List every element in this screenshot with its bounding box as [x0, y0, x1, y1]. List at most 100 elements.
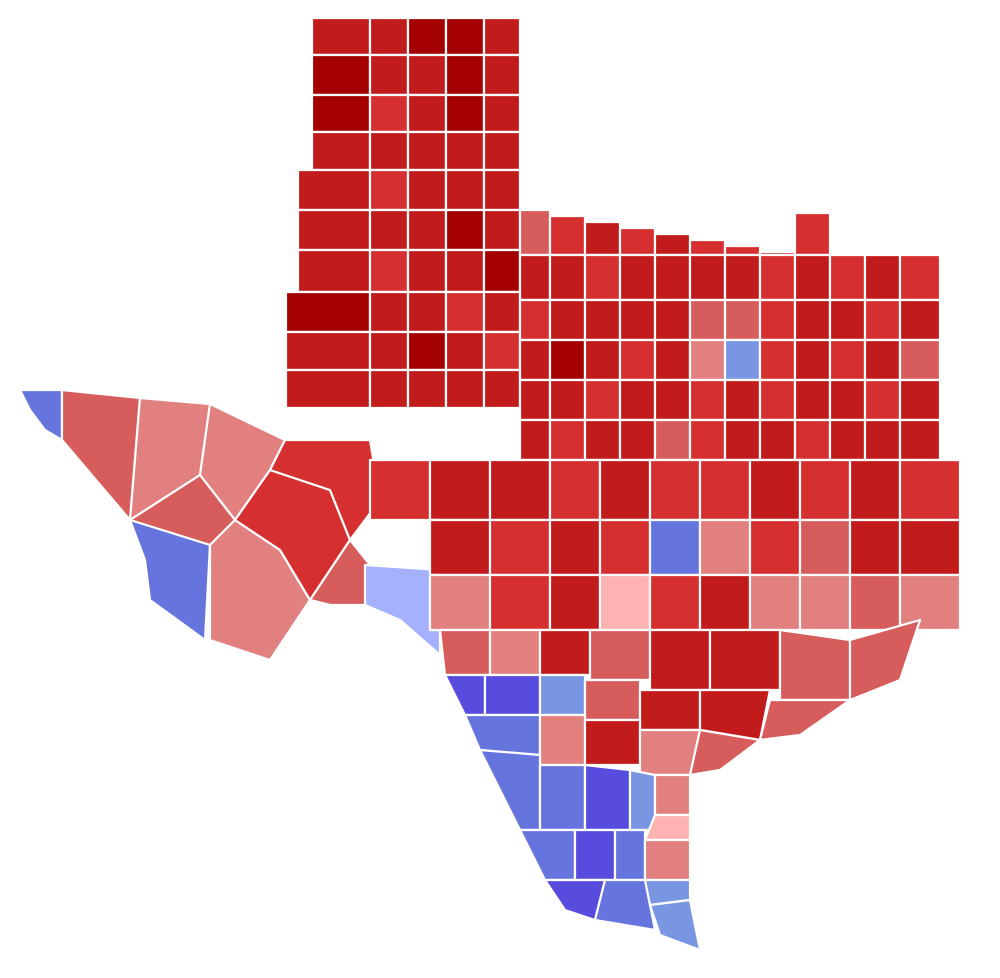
- south-county: [643, 838, 692, 882]
- south-county: [758, 698, 852, 742]
- south-county: [538, 628, 592, 677]
- north-county: [548, 378, 587, 422]
- panhandle-county: [284, 330, 372, 372]
- north-county: [618, 253, 657, 302]
- south-county: [653, 773, 692, 817]
- panhandle-county: [368, 168, 410, 212]
- south-county: [538, 763, 587, 832]
- central-county: [748, 458, 802, 522]
- panhandle-county: [482, 168, 522, 212]
- north-county: [518, 418, 552, 462]
- north-county: [723, 378, 762, 422]
- north-county: [548, 253, 587, 302]
- panhandle-county: [444, 168, 486, 212]
- panhandle-county: [406, 93, 448, 134]
- panhandle-county: [406, 16, 448, 57]
- south-county: [778, 628, 852, 702]
- south-county: [438, 628, 492, 677]
- north-county: [793, 253, 832, 302]
- panhandle-county: [368, 330, 410, 372]
- panhandle-county: [310, 53, 372, 97]
- north-county: [828, 418, 867, 462]
- panhandle-county: [444, 208, 486, 252]
- panhandle-county: [368, 368, 410, 410]
- central-county: [898, 573, 962, 632]
- central-county: [488, 518, 552, 577]
- south-county: [583, 763, 632, 832]
- north-county: [758, 298, 797, 342]
- central-county: [698, 518, 752, 577]
- south-county: [708, 628, 782, 692]
- panhandle-county: [368, 208, 410, 252]
- panhandle-county: [406, 53, 448, 97]
- south-county: [593, 878, 657, 932]
- panhandle-county: [368, 16, 410, 57]
- south-county: [638, 688, 702, 732]
- presidio-county: [128, 518, 212, 642]
- north-county: [793, 298, 832, 342]
- south-county: [648, 898, 702, 952]
- north-county: [518, 208, 552, 257]
- panhandle-county: [310, 16, 372, 57]
- north-county: [688, 378, 727, 422]
- south-county: [538, 713, 587, 767]
- central-county: [648, 518, 702, 577]
- central-county: [548, 518, 602, 577]
- panhandle-county: [406, 290, 448, 334]
- central-county: [548, 573, 602, 632]
- panhandle-county: [296, 208, 372, 252]
- panhandle-county: [482, 368, 522, 410]
- north-county: [723, 298, 762, 342]
- panhandle-county: [406, 130, 448, 172]
- crane-area: [268, 438, 382, 542]
- north-county: [898, 338, 942, 382]
- south-county: [483, 673, 542, 717]
- north-county: [828, 338, 867, 382]
- central-county: [698, 573, 752, 632]
- north-county: [548, 338, 587, 382]
- north-county: [758, 418, 797, 462]
- south-county: [518, 828, 577, 882]
- north-county: [583, 418, 622, 462]
- hudspeth-county: [60, 388, 142, 522]
- south-county: [588, 628, 652, 682]
- panhandle-county: [482, 130, 522, 172]
- north-county: [688, 298, 727, 342]
- south-county: [613, 828, 647, 882]
- panhandle-county: [482, 330, 522, 372]
- south-county: [463, 713, 542, 757]
- north-county: [653, 232, 692, 257]
- panhandle-county: [444, 330, 486, 372]
- north-county: [518, 298, 552, 342]
- north-county: [583, 220, 622, 257]
- north-county: [793, 378, 832, 422]
- north-county: [723, 253, 762, 302]
- central-county: [598, 458, 652, 522]
- north-county: [793, 211, 832, 257]
- north-county: [863, 253, 902, 302]
- panhandle-county: [310, 93, 372, 134]
- north-county: [793, 418, 832, 462]
- north-county: [688, 238, 727, 257]
- panhandle-county: [482, 93, 522, 134]
- north-county: [518, 378, 552, 422]
- north-county: [518, 253, 552, 302]
- north-county: [548, 298, 587, 342]
- south-county: [443, 673, 487, 717]
- panhandle-county: [482, 16, 522, 57]
- panhandle-county: [482, 53, 522, 97]
- south-county: [478, 748, 542, 832]
- north-county: [758, 338, 797, 382]
- panhandle-county: [444, 93, 486, 134]
- north-county: [618, 226, 657, 257]
- north-county: [548, 214, 587, 257]
- county-layer: [18, 16, 962, 952]
- panhandle-county: [444, 290, 486, 334]
- north-county: [653, 338, 692, 382]
- north-county: [618, 378, 657, 422]
- north-county: [863, 418, 902, 462]
- central-county: [598, 573, 652, 632]
- south-county: [488, 628, 542, 677]
- south-county: [583, 678, 642, 722]
- central-county: [798, 573, 852, 632]
